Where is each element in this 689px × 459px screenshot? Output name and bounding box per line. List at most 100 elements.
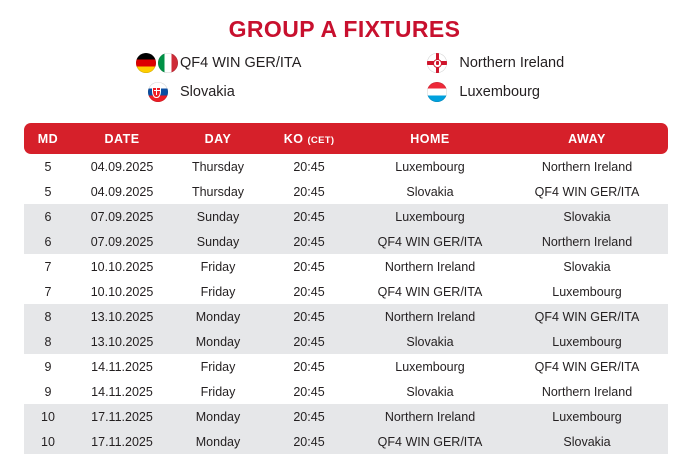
cell-day: Friday	[172, 354, 264, 380]
cell-md: 7	[24, 254, 72, 280]
cell-away: Luxembourg	[506, 404, 668, 430]
cell-day: Friday	[172, 254, 264, 280]
cell-ko: 20:45	[264, 379, 354, 405]
cell-home: Slovakia	[354, 179, 506, 205]
cell-md: 6	[24, 204, 72, 230]
cell-ko: 20:45	[264, 304, 354, 330]
column-header-away[interactable]: AWAY	[506, 123, 668, 155]
northern-ireland-flag-icon	[427, 53, 448, 74]
cell-md: 5	[24, 179, 72, 205]
cell-ko: 20:45	[264, 279, 354, 305]
cell-away: Slovakia	[506, 254, 668, 280]
luxembourg-flag-icon	[427, 82, 448, 103]
column-header-ko-sublabel: (CET)	[307, 134, 335, 146]
cell-md: 10	[24, 404, 72, 430]
cell-date: 04.09.2025	[72, 179, 172, 205]
page-title: GROUP A FIXTURES	[228, 16, 461, 42]
cell-ko: 20:45	[264, 179, 354, 205]
cell-day: Sunday	[172, 204, 264, 230]
table-row: 7 10.10.2025 Friday 20:45 QF4 WIN GER/ITA Lux…	[24, 279, 668, 305]
cell-day: Monday	[172, 404, 264, 430]
legend-item-luxembourg: Luxembourg	[415, 81, 564, 103]
table-row: 9 14.11.2025 Friday 20:45 Luxembourg QF4 WIN …	[24, 354, 668, 380]
germany-flag-icon	[136, 53, 156, 74]
table-row: 7 10.10.2025 Friday 20:45 Northern Ireland Sl…	[24, 254, 668, 280]
legend-flag-group	[136, 53, 180, 74]
cell-date: 17.11.2025	[72, 429, 172, 455]
legend-label: Slovakia	[180, 84, 235, 101]
cell-home: Northern Ireland	[354, 404, 506, 430]
cell-away: Northern Ireland	[506, 154, 668, 180]
cell-md: 10	[24, 429, 72, 455]
table-row: 8 13.10.2025 Monday 20:45 Northern Ireland QF…	[24, 304, 668, 330]
table-row: 6 07.09.2025 Sunday 20:45 Luxembourg Slovakia	[24, 204, 668, 230]
italy-flag-icon	[158, 53, 178, 74]
cell-day: Friday	[172, 279, 264, 305]
column-header-ko[interactable]: KO (CET)	[264, 123, 354, 155]
cell-date: 17.11.2025	[72, 404, 172, 430]
cell-date: 10.10.2025	[72, 254, 172, 280]
cell-away: QF4 WIN GER/ITA	[506, 354, 668, 380]
column-header-home[interactable]: HOME	[354, 123, 506, 155]
cell-md: 9	[24, 354, 72, 380]
table-row: 8 13.10.2025 Monday 20:45 Slovakia Luxembourg	[24, 329, 668, 355]
team-legend: QF4 WIN GER/ITA Slovakia	[136, 42, 689, 103]
cell-date: 07.09.2025	[72, 229, 172, 255]
legend-column-left: QF4 WIN GER/ITA Slovakia	[136, 52, 301, 103]
cell-md: 8	[24, 329, 72, 355]
cell-home: Luxembourg	[354, 204, 506, 230]
cell-day: Monday	[172, 304, 264, 330]
cell-home: Luxembourg	[354, 154, 506, 180]
cell-home: QF4 WIN GER/ITA	[354, 229, 506, 255]
legend-label: QF4 WIN GER/ITA	[180, 55, 302, 72]
cell-day: Friday	[172, 379, 264, 405]
cell-ko: 20:45	[264, 154, 354, 180]
cell-ko: 20:45	[264, 354, 354, 380]
table-row: 10 17.11.2025 Monday 20:45 Northern Ireland L…	[24, 404, 668, 430]
legend-flag-group	[136, 82, 180, 103]
table-body: 5 04.09.2025 Thursday 20:45 Luxembourg Northe…	[24, 154, 668, 455]
legend-item-slovakia: Slovakia	[136, 81, 301, 103]
column-header-day[interactable]: DAY	[172, 123, 264, 155]
cell-date: 13.10.2025	[72, 329, 172, 355]
legend-item-northern-ireland: Northern Ireland	[415, 52, 564, 74]
cell-md: 9	[24, 379, 72, 405]
cell-home: Northern Ireland	[354, 254, 506, 280]
column-header-md[interactable]: MD	[24, 123, 72, 155]
cell-away: Luxembourg	[506, 329, 668, 355]
cell-home: QF4 WIN GER/ITA	[354, 279, 506, 305]
slovakia-flag-icon	[148, 82, 168, 103]
table-row: 9 14.11.2025 Friday 20:45 Slovakia Northern I…	[24, 379, 668, 405]
cell-day: Monday	[172, 329, 264, 355]
cell-ko: 20:45	[264, 404, 354, 430]
cell-date: 10.10.2025	[72, 279, 172, 305]
cell-ko: 20:45	[264, 329, 354, 355]
cell-day: Sunday	[172, 229, 264, 255]
cell-date: 04.09.2025	[72, 154, 172, 180]
cell-away: Slovakia	[506, 204, 668, 230]
cell-day: Thursday	[172, 179, 264, 205]
table-row: 10 17.11.2025 Monday 20:45 QF4 WIN GER/ITA Sl…	[24, 429, 668, 455]
cell-home: Slovakia	[354, 379, 506, 405]
cell-day: Thursday	[172, 154, 264, 180]
table-row: 6 07.09.2025 Sunday 20:45 QF4 WIN GER/ITA Nor…	[24, 229, 668, 255]
cell-md: 8	[24, 304, 72, 330]
fixtures-table-wrapper: MD DATE DAY KO (CET) HOME AWAY 5 04.09.20…	[24, 123, 668, 455]
cell-home: Northern Ireland	[354, 304, 506, 330]
cell-day: Monday	[172, 429, 264, 455]
legend-label: Luxembourg	[459, 84, 540, 101]
cell-away: QF4 WIN GER/ITA	[506, 179, 668, 205]
cell-md: 5	[24, 154, 72, 180]
legend-label: Northern Ireland	[459, 55, 565, 72]
table-row: 5 04.09.2025 Thursday 20:45 Slovakia QF4 WIN …	[24, 179, 668, 205]
cell-ko: 20:45	[264, 204, 354, 230]
cell-away: Northern Ireland	[506, 379, 668, 405]
cell-date: 13.10.2025	[72, 304, 172, 330]
cell-home: QF4 WIN GER/ITA	[354, 429, 506, 455]
cell-away: Luxembourg	[506, 279, 668, 305]
table-header: MD DATE DAY KO (CET) HOME AWAY	[24, 123, 668, 155]
table-header-row: MD DATE DAY KO (CET) HOME AWAY	[24, 123, 668, 155]
legend-column-right: Northern Ireland Luxembourg	[415, 52, 564, 103]
cell-md: 6	[24, 229, 72, 255]
column-header-date[interactable]: DATE	[72, 123, 172, 155]
